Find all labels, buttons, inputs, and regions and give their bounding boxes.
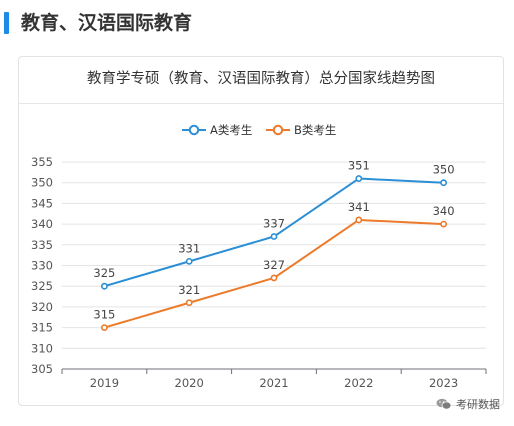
data-label: 351 — [348, 159, 370, 173]
y-tick-label: 320 — [31, 300, 53, 314]
y-tick-label: 310 — [31, 341, 53, 355]
data-point — [270, 233, 278, 240]
data-label: 341 — [348, 200, 370, 214]
data-point — [101, 324, 108, 331]
x-tick-label: 2020 — [175, 376, 204, 390]
y-tick-label: 335 — [31, 238, 53, 252]
y-tick-label: 330 — [31, 259, 53, 273]
data-label: 337 — [263, 217, 285, 231]
watermark-text: 考研数据 — [456, 398, 500, 411]
y-tick-label: 350 — [31, 176, 53, 190]
data-label: 327 — [263, 258, 285, 272]
legend-label: B类考生 — [294, 123, 336, 137]
data-point — [440, 179, 447, 187]
data-label: 315 — [93, 308, 115, 322]
x-tick-label: 2021 — [259, 376, 288, 390]
data-point — [185, 299, 193, 307]
chart-title-divider — [19, 103, 503, 104]
y-tick-label: 340 — [31, 217, 53, 231]
y-tick-label: 315 — [31, 321, 53, 335]
data-point — [440, 220, 447, 228]
data-label: 340 — [433, 204, 455, 218]
data-point — [270, 274, 278, 282]
y-tick-label: 355 — [31, 155, 53, 169]
data-label: 331 — [178, 241, 200, 255]
section-header: 教育、汉语国际教育 — [0, 8, 514, 38]
chart-title: 教育学专硕（教育、汉语国际教育）总分国家线趋势图 — [87, 71, 435, 87]
data-label: 325 — [93, 266, 115, 280]
y-tick-label: 305 — [31, 362, 53, 376]
data-label: 321 — [178, 283, 200, 297]
section-title: 教育、汉语国际教育 — [21, 12, 193, 34]
y-tick-label: 345 — [31, 196, 53, 210]
wechat-icon — [436, 398, 452, 410]
data-point — [355, 216, 363, 224]
data-point — [101, 282, 108, 290]
x-tick-label: 2019 — [90, 376, 119, 390]
chart-card: 教育学专硕（教育、汉语国际教育）总分国家线趋势图 — [18, 56, 504, 406]
legend-swatch-marker — [272, 124, 284, 136]
legend-swatch-marker — [188, 124, 200, 136]
section-accent-bar — [4, 12, 9, 34]
x-tick-label: 2023 — [429, 376, 458, 390]
data-point — [185, 257, 193, 265]
x-tick-label: 2022 — [344, 376, 373, 390]
legend-label: A类考生 — [210, 123, 252, 137]
watermark: 考研数据 — [436, 396, 500, 412]
y-tick-label: 325 — [31, 279, 53, 293]
data-label: 350 — [433, 163, 455, 177]
data-point — [355, 175, 363, 182]
